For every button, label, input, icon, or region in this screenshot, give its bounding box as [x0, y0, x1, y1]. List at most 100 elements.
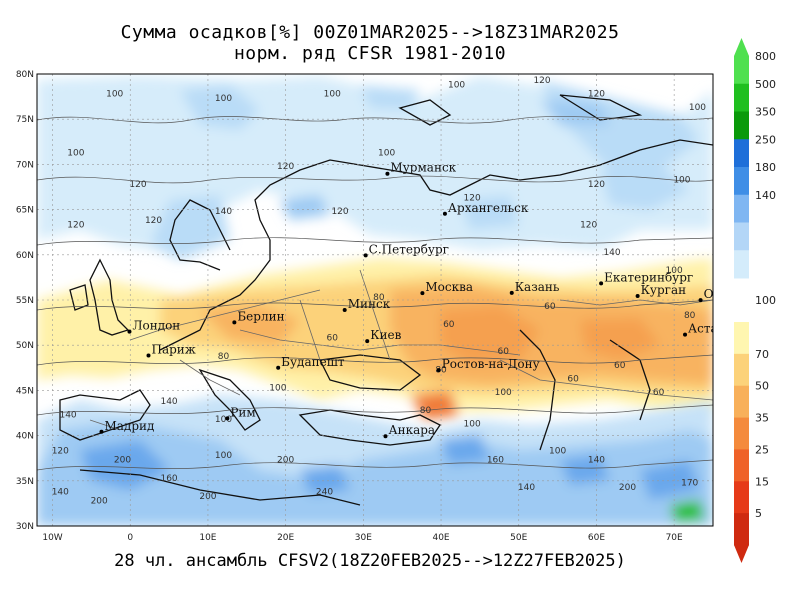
lat-tick-label: 50N: [16, 341, 34, 351]
contour-label: 140: [603, 248, 620, 258]
contour-label: 140: [59, 411, 76, 421]
city-marker: [127, 329, 132, 334]
city-label: Берлин: [237, 309, 284, 323]
contour-label: 100: [67, 148, 84, 158]
colorbar-swatch: [734, 222, 749, 251]
colorbar-swatch: [734, 353, 749, 387]
chart-title: Сумма осадков[%] 00Z01MAR2025-->18Z31MAR…: [120, 22, 620, 43]
city-marker: [599, 281, 604, 286]
colorbar-label: 25: [755, 443, 769, 456]
contour-label: 60: [614, 361, 626, 371]
colorbar-middle-label: 100: [755, 294, 776, 307]
contour-label: 100: [495, 388, 512, 398]
city-markers: Мурманск Архангельск С.Петербург Екатеринбу…: [99, 161, 738, 439]
contour-label: 100: [215, 451, 232, 461]
city-marker: [225, 416, 230, 421]
colorbar-swatch: [734, 111, 749, 140]
contour-label: 120: [52, 447, 69, 457]
contour-label: 140: [518, 483, 535, 493]
contour-label: 120: [580, 221, 597, 231]
city-label: Москва: [425, 280, 473, 294]
contour-label: 100: [549, 447, 566, 457]
city-label: Курган: [641, 283, 686, 297]
contour-lines: [37, 116, 713, 471]
contour-label: 120: [277, 162, 294, 172]
lat-tick-label: 80N: [16, 70, 34, 80]
lon-tick-label: 20E: [277, 533, 294, 543]
contour-label: 120: [67, 221, 84, 231]
lon-tick-label: 40E: [432, 533, 449, 543]
contour-label: 170: [681, 478, 698, 488]
colorbar-swatch: [734, 322, 749, 355]
contour-label: 120: [588, 90, 605, 100]
contour-label: 120: [464, 194, 481, 204]
lat-tick-label: 55N: [16, 296, 34, 306]
contour-label: 120: [588, 180, 605, 190]
city-marker: [146, 353, 151, 358]
contour-label: 140: [588, 456, 605, 466]
contour-label: 80: [435, 365, 447, 375]
land-coastlines: [59, 94, 713, 506]
city-label: Ростов-на-Дону: [442, 357, 540, 371]
contour-label: 80: [420, 406, 432, 416]
city-marker: [363, 253, 368, 258]
colorbar-bottom-arrow: [734, 545, 749, 563]
lon-tick-label: 10W: [42, 533, 62, 543]
map-plot-area: 100 100 100 100 120 120 100 100 120 120 100 120 120 1…: [37, 74, 738, 526]
contour-label: 60: [567, 374, 579, 384]
lat-tick-label: 60N: [16, 251, 34, 261]
colorbar-swatch: [734, 385, 749, 419]
city-label: Омск: [704, 287, 738, 301]
contour-label: 100: [689, 103, 706, 113]
lat-tick-label: 45N: [16, 386, 34, 396]
city-label: Рим: [230, 405, 255, 419]
colorbar-label: 50: [755, 380, 769, 393]
country-borders: [89, 269, 713, 431]
contour-label: 100: [324, 90, 341, 100]
latitude-axis: 80N 75N 70N 65N 60N 55N 50N 45N 40N 35N 30N: [16, 70, 34, 532]
contour-label: 100: [215, 415, 232, 425]
colorbar-label: 350: [755, 106, 776, 119]
city-marker: [698, 298, 703, 303]
lon-tick-label: 70E: [666, 533, 683, 543]
colorbar-top-arrow: [734, 38, 749, 56]
map-frame: [36, 73, 714, 527]
colorbar-swatch: [734, 139, 749, 168]
contour-label: 60: [327, 334, 339, 344]
colorbar-label: 70: [755, 348, 769, 361]
city-marker: [276, 365, 281, 370]
city-marker: [232, 320, 237, 325]
city-marker: [342, 307, 347, 312]
colorbar-label: 5: [755, 507, 762, 520]
contour-label: 200: [277, 456, 294, 466]
contour-label: 100: [448, 81, 465, 91]
contour-label: 120: [331, 207, 348, 217]
lon-tick-label: 60E: [588, 533, 605, 543]
contour-label: 140: [215, 207, 232, 217]
contour-label: 120: [145, 216, 162, 226]
city-label: Париж: [152, 343, 196, 357]
colorbar-swatch: [734, 513, 749, 546]
colorbar-label: 180: [755, 161, 776, 174]
colorbar-label: 35: [755, 412, 769, 425]
lon-tick-label: 30E: [355, 533, 372, 543]
contour-label: 60: [443, 320, 455, 330]
city-label: Астана: [688, 322, 733, 336]
city-label: Архангельск: [448, 201, 529, 215]
contour-label: 160: [487, 456, 504, 466]
city-label: Киев: [370, 328, 401, 342]
city-label: Екатеринбург: [604, 270, 693, 284]
contour-label: 140: [160, 397, 177, 407]
city-marker: [99, 429, 104, 434]
contour-label: 140: [52, 487, 69, 497]
city-label: Мадрид: [104, 419, 154, 433]
contour-label: 200: [114, 456, 131, 466]
city-marker: [385, 171, 390, 176]
colorbar-swatch: [734, 449, 749, 482]
contour-label: 100: [215, 94, 232, 104]
city-marker: [509, 290, 514, 295]
chart-subtitle: норм. ряд CFSR 1981-2010: [233, 43, 507, 64]
city-label: Будапешт: [281, 355, 345, 369]
lat-tick-label: 65N: [16, 206, 34, 216]
